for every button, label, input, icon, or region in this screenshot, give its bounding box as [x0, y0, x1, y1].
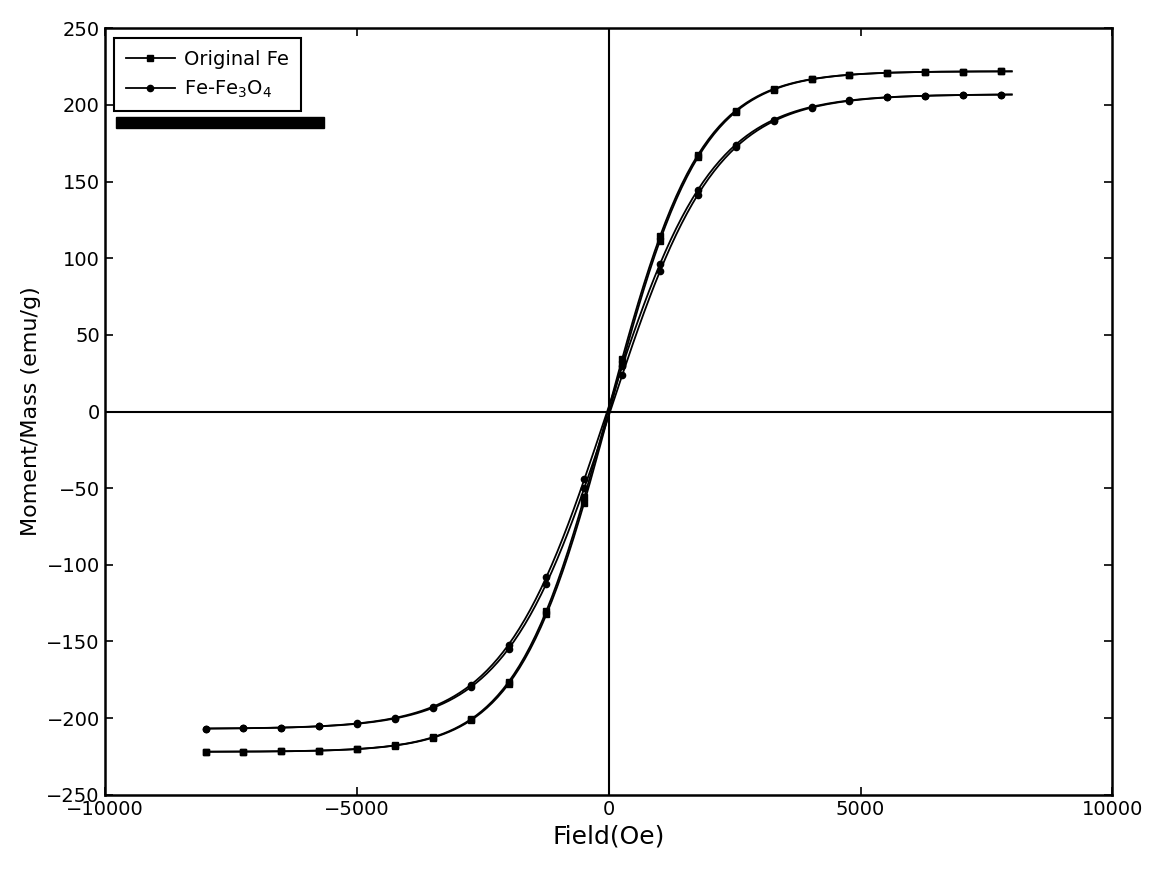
Original Fe [653, 231, 667, 242]
X-axis label: Field(Oe): Field(Oe) [553, 824, 665, 848]
Original Fe [1005, 66, 1018, 76]
Legend: Original Fe, Fe-Fe$_3$O$_4$: Original Fe, Fe-Fe$_3$O$_4$ [114, 38, 301, 111]
Original Fe [864, 68, 878, 78]
Fe-Fe$_3$O$_4$ [518, 614, 532, 625]
Fe-Fe$_3$O$_4$ [620, 345, 634, 355]
Line: Fe-Fe$_3$O$_4$: Fe-Fe$_3$O$_4$ [203, 91, 1015, 732]
Original Fe [199, 746, 213, 757]
Fe-Fe$_3$O$_4$ [755, 120, 769, 130]
Original Fe [755, 89, 769, 99]
Original Fe [463, 714, 477, 725]
Fe-Fe$_3$O$_4$ [864, 93, 878, 103]
Fe-Fe$_3$O$_4$ [463, 680, 477, 690]
Original Fe [620, 335, 634, 345]
Fe-Fe$_3$O$_4$ [653, 259, 667, 269]
Fe-Fe$_3$O$_4$ [1005, 90, 1018, 100]
Bar [115, 116, 324, 128]
Fe-Fe$_3$O$_4$ [199, 723, 213, 733]
Line: Original Fe: Original Fe [203, 69, 1015, 755]
Original Fe [518, 651, 532, 661]
Y-axis label: Moment/Mass (emu/g): Moment/Mass (emu/g) [21, 287, 41, 536]
